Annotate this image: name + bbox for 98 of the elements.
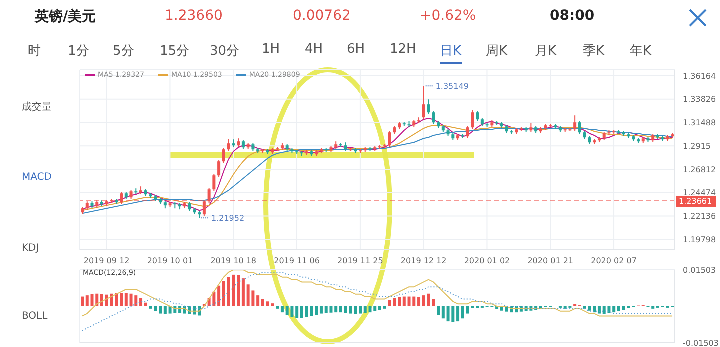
x-tick-label: 2020 01 21 <box>528 256 574 266</box>
candlestick <box>574 115 577 132</box>
bar <box>86 296 89 306</box>
y-tick-label: 0.01503 <box>683 266 716 275</box>
bar <box>315 306 318 315</box>
y-tick-label: 1.2915 <box>683 142 711 151</box>
bar <box>358 306 362 314</box>
bar <box>124 293 128 306</box>
text: 年K <box>630 43 652 61</box>
bar <box>598 306 601 314</box>
bar <box>237 275 240 306</box>
bar <box>256 296 260 306</box>
bar <box>81 296 84 306</box>
text: 12H <box>390 42 416 59</box>
text: 08:00 <box>550 8 595 24</box>
candlestick <box>227 138 230 152</box>
text: 15分 <box>160 43 190 61</box>
bar <box>378 306 382 310</box>
candlestick <box>202 200 206 217</box>
bar <box>164 306 167 314</box>
bar <box>418 297 421 306</box>
text: 30分 <box>210 43 240 61</box>
bar <box>280 306 284 313</box>
bar <box>218 286 221 306</box>
bar <box>617 306 620 312</box>
candlestick <box>466 126 470 139</box>
text: BOLL <box>22 311 48 322</box>
text: 时 <box>28 43 41 61</box>
bar <box>296 306 299 318</box>
ref-line-label: 1.23661 <box>679 196 712 206</box>
y-tick-label: 1.31488 <box>683 118 716 128</box>
candlestick <box>427 99 430 115</box>
bar <box>593 306 596 313</box>
text: 1H <box>262 42 280 59</box>
x-tick-label: 2019 10 01 <box>147 256 194 266</box>
candlestick <box>130 190 133 200</box>
bar <box>402 296 406 306</box>
text: 6H <box>347 42 366 59</box>
text: 1.23660 <box>165 8 223 24</box>
bar <box>398 297 402 306</box>
bar <box>159 306 162 314</box>
text: 成交量 <box>22 100 52 114</box>
x-tick-label: 2019 11 06 <box>274 256 320 266</box>
bar <box>334 306 338 313</box>
bar <box>461 306 464 319</box>
x-tick-label: 2020 01 02 <box>464 256 510 266</box>
x-tick-label: 2019 10 18 <box>210 256 257 266</box>
text: 4H <box>305 42 324 59</box>
bar <box>140 298 143 306</box>
y-tick-label: 1.22136 <box>683 212 716 222</box>
text: 季K <box>583 43 605 61</box>
candlestick <box>432 110 436 125</box>
bar <box>339 306 342 313</box>
bar <box>242 278 245 306</box>
text: 月K <box>535 43 557 61</box>
text: 周K <box>486 43 508 61</box>
x-tick-label: 2020 02 07 <box>591 256 637 266</box>
x-tick-label: 2019 09 12 <box>84 256 130 266</box>
bar <box>422 296 426 306</box>
bar <box>374 306 377 312</box>
text: 0.00762 <box>293 8 351 24</box>
bar <box>222 281 226 306</box>
bar <box>144 302 148 306</box>
text: 1分 <box>68 43 90 61</box>
y-tick-label: 1.19798 <box>683 235 716 244</box>
text: +0.62% <box>420 8 476 24</box>
candlestick <box>222 148 226 164</box>
text: 5分 <box>113 43 134 61</box>
y-tick-label: 1.24474 <box>683 188 716 198</box>
bar <box>120 293 124 306</box>
text: MACD <box>22 172 52 183</box>
candlestick <box>422 86 426 120</box>
annotation: 1.21952 <box>211 214 245 224</box>
bar <box>261 299 264 306</box>
candlestick <box>471 110 474 130</box>
y-tick-label: 1.33826 <box>683 95 716 104</box>
text: 英镑/美元 <box>35 8 96 26</box>
y-tick-label: -0.01503 <box>683 338 719 347</box>
bar <box>354 306 358 314</box>
candlestick <box>388 130 392 148</box>
y-tick-label: 1.36164 <box>683 72 716 81</box>
bar <box>612 306 616 313</box>
candlestick <box>476 110 480 122</box>
candlestick <box>218 160 221 178</box>
bar <box>437 306 440 315</box>
bar <box>442 306 445 319</box>
y-tick-label: 1.26812 <box>683 165 716 174</box>
annotation: 1.35149 <box>436 82 469 92</box>
bar <box>456 306 460 322</box>
candlestick <box>212 174 216 192</box>
bar <box>320 306 323 314</box>
bar <box>300 306 304 318</box>
text: KDJ <box>22 243 40 254</box>
text: 日K <box>440 42 462 64</box>
candlestick <box>578 120 582 135</box>
candlestick <box>208 188 211 204</box>
x-tick-label: 2019 12 12 <box>400 256 447 266</box>
candlestick <box>120 192 124 205</box>
